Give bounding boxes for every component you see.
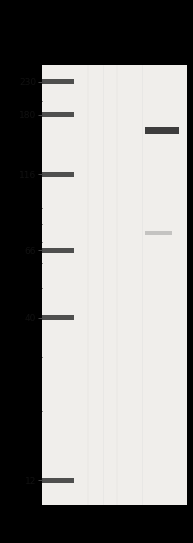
FancyBboxPatch shape (145, 127, 179, 134)
FancyBboxPatch shape (42, 478, 74, 483)
FancyBboxPatch shape (145, 231, 172, 235)
FancyBboxPatch shape (42, 112, 74, 117)
FancyBboxPatch shape (42, 315, 74, 320)
FancyBboxPatch shape (42, 248, 74, 252)
FancyBboxPatch shape (42, 172, 74, 176)
FancyBboxPatch shape (42, 79, 74, 84)
